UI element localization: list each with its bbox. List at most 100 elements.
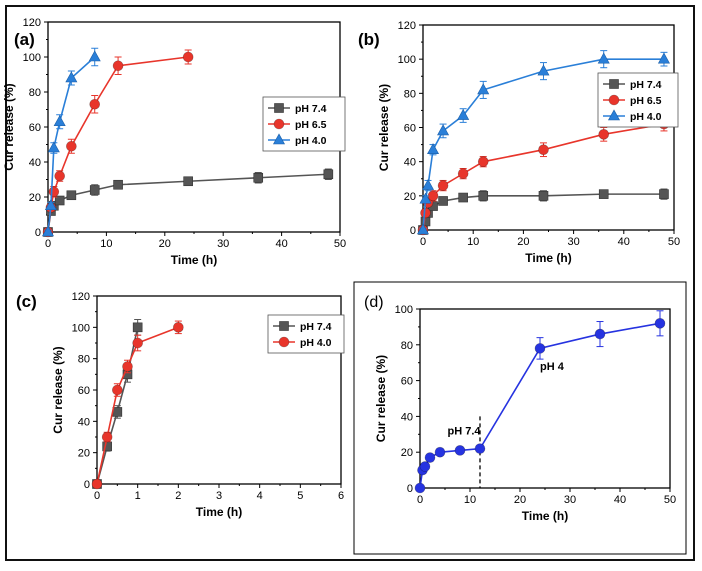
x-tick-label-c: 0 xyxy=(94,490,100,502)
y-tick-label-d: 40 xyxy=(401,411,413,423)
x-tick-label-a: 20 xyxy=(159,238,171,250)
data-point-c-1 xyxy=(132,337,143,349)
y-tick-label-c: 20 xyxy=(78,448,90,460)
data-point-a-2 xyxy=(88,50,101,62)
data-point-b-1 xyxy=(457,168,469,179)
x-tick-label-b: 50 xyxy=(668,236,680,248)
data-point-b-0 xyxy=(458,192,468,203)
y-tick-label-b: 20 xyxy=(404,191,416,203)
x-axis-label-b: Time (h) xyxy=(525,251,571,265)
data-point-a-1 xyxy=(182,51,194,63)
x-tick-label-a: 0 xyxy=(45,238,51,250)
data-point-a-2 xyxy=(41,225,55,237)
data-point-c-1 xyxy=(101,431,113,443)
x-tick-label-d: 20 xyxy=(514,494,526,506)
data-point-b-2 xyxy=(537,64,550,76)
data-point-a-2 xyxy=(53,115,66,127)
data-point-a-2 xyxy=(65,71,78,83)
data-point-a-0 xyxy=(253,172,264,183)
legend-label-c: pH 4.0 xyxy=(300,337,332,349)
y-tick-label-b: 0 xyxy=(410,225,416,237)
y-tick-label-d: 0 xyxy=(407,483,413,495)
panel-label-c: (c) xyxy=(16,292,37,311)
data-point-b-2 xyxy=(657,52,670,64)
data-point-b-0 xyxy=(478,191,489,201)
data-point-b-1 xyxy=(598,129,610,140)
legend-marker-b xyxy=(607,109,621,121)
y-tick-label-b: 120 xyxy=(398,20,416,32)
legend-marker-b xyxy=(609,79,619,89)
data-point-d-0 xyxy=(419,461,431,472)
x-tick-label-c: 6 xyxy=(338,490,344,502)
legend-marker-a xyxy=(273,118,285,130)
x-tick-label-a: 10 xyxy=(100,238,112,250)
y-tick-label-a: 60 xyxy=(29,122,41,134)
data-point-b-2 xyxy=(422,178,435,190)
plot-area-d xyxy=(419,308,671,489)
x-axis-label-d: Time (h) xyxy=(522,509,568,523)
data-point-d-0 xyxy=(434,446,446,458)
y-axis-label-d: Cur release (%) xyxy=(374,355,388,442)
data-point-a-0 xyxy=(54,195,65,206)
y-tick-label-d: 20 xyxy=(401,447,413,459)
x-axis-label-a: Time (h) xyxy=(171,253,217,267)
y-tick-label-a: 80 xyxy=(29,87,41,99)
x-tick-label-a: 30 xyxy=(217,238,229,250)
x-tick-label-d: 30 xyxy=(564,494,576,506)
x-tick-label-b: 20 xyxy=(517,236,529,248)
y-tick-label-d: 100 xyxy=(395,304,413,316)
x-tick-label-b: 0 xyxy=(420,236,426,248)
x-tick-label-b: 40 xyxy=(618,236,630,248)
y-tick-label-c: 40 xyxy=(78,416,90,428)
series-line-a-2 xyxy=(47,56,96,233)
legend-marker-a xyxy=(272,133,286,145)
legend-marker-c xyxy=(278,336,290,348)
legend-label-c: pH 7.4 xyxy=(300,321,332,333)
data-point-c-1 xyxy=(91,478,103,490)
series-line-b-1 xyxy=(422,123,665,231)
data-point-b-1 xyxy=(538,144,549,156)
data-point-b-2 xyxy=(477,83,490,95)
y-tick-label-c: 80 xyxy=(78,354,90,366)
legend-label-b: pH 4.0 xyxy=(630,111,662,123)
y-axis-label-b: Cur release (%) xyxy=(377,84,391,171)
chart-panel-b: 0 10 20 30 40 50 0 20 40 60 80 100 120 Time (h) Cur re… xyxy=(377,20,680,265)
data-point-a-2 xyxy=(47,141,60,153)
y-tick-label-a: 20 xyxy=(29,192,41,204)
x-tick-label-d: 10 xyxy=(464,494,476,506)
x-tick-label-c: 5 xyxy=(297,490,303,502)
x-tick-label-a: 40 xyxy=(275,238,287,250)
data-point-a-0 xyxy=(66,190,77,201)
y-tick-label-b: 100 xyxy=(398,54,416,66)
y-tick-label-b: 80 xyxy=(404,88,416,100)
data-point-d-0 xyxy=(414,482,426,494)
data-point-b-1 xyxy=(427,190,439,202)
data-point-c-1 xyxy=(173,322,184,333)
data-point-c-1 xyxy=(112,384,123,396)
panel-label-b: (b) xyxy=(358,30,380,49)
data-point-d-0 xyxy=(654,318,666,329)
data-point-b-1 xyxy=(437,180,449,191)
data-point-b-0 xyxy=(659,189,669,199)
x-tick-label-d: 40 xyxy=(614,494,626,506)
y-tick-label-b: 60 xyxy=(404,123,416,135)
data-point-c-0 xyxy=(112,407,123,417)
data-point-a-1 xyxy=(66,140,77,152)
y-axis-label-c: Cur release (%) xyxy=(51,346,65,433)
data-point-b-2 xyxy=(419,192,432,204)
y-tick-label-a: 40 xyxy=(29,157,41,169)
x-tick-label-d: 0 xyxy=(417,494,423,506)
annotation-d: pH 7.4 xyxy=(448,425,482,437)
data-point-d-0 xyxy=(594,328,606,340)
figure-frame xyxy=(5,5,695,561)
x-tick-label-d: 50 xyxy=(664,494,676,506)
x-tick-label-c: 4 xyxy=(257,490,263,502)
x-tick-label-c: 3 xyxy=(216,490,222,502)
legend-label-b: pH 6.5 xyxy=(630,95,662,107)
chart-panel-d: 0 10 20 30 40 50 0 20 40 60 80 100 Time (h) Cur relea… xyxy=(374,304,676,523)
y-tick-label-c: 60 xyxy=(78,385,90,397)
legend-label-a: pH 6.5 xyxy=(295,119,327,131)
data-point-a-2 xyxy=(44,199,57,211)
y-tick-label-a: 0 xyxy=(35,227,41,239)
